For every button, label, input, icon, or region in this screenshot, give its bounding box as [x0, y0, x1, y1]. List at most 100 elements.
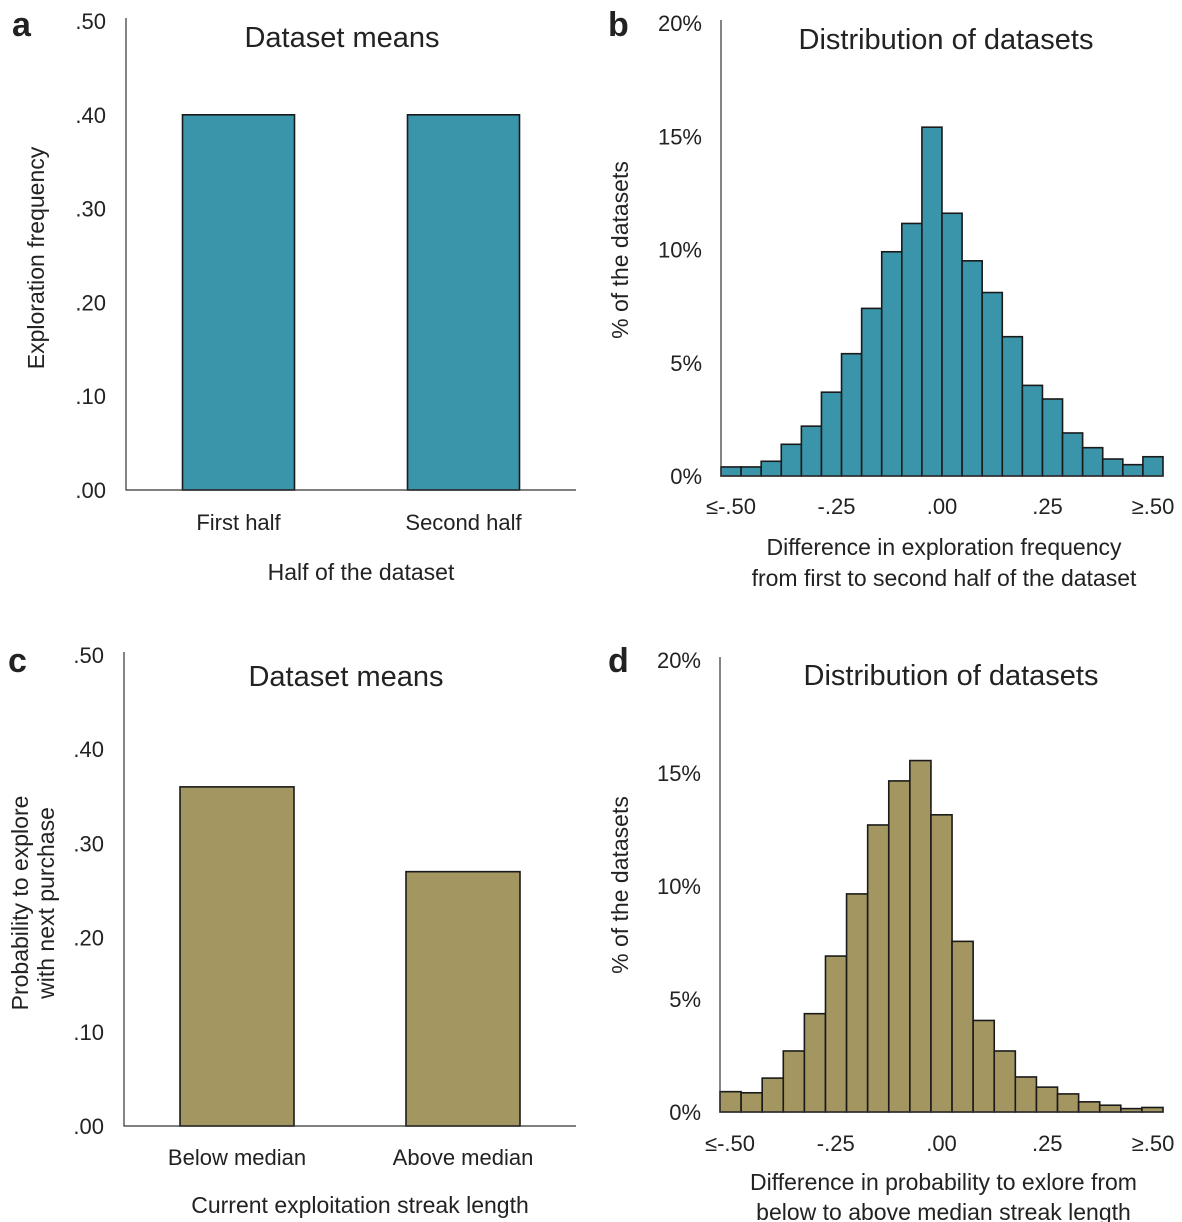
y-tick-label: 5% [670, 351, 702, 376]
chart-title: Dataset means [244, 22, 439, 54]
histogram-bar [972, 1019, 996, 1113]
y-tick-label: .30 [73, 831, 104, 856]
histogram-bar [1122, 463, 1144, 477]
histogram-bar [800, 425, 823, 477]
y-tick-label: 20% [657, 648, 701, 673]
x-axis-title: Difference in exploration frequency [766, 534, 1122, 560]
y-tick-label: .50 [73, 643, 104, 668]
histogram-bar [930, 814, 953, 1113]
panel-a: a Dataset means .00 .10 .20 .30 .40 .50 Explorat… [12, 6, 576, 585]
histogram-bar [909, 759, 932, 1113]
panel-c: c Dataset means .00 .10 .20 .30 .40 .50 Probabil… [7, 642, 576, 1218]
chart-title: Dataset means [248, 661, 443, 693]
x-axis-title: Half of the dataset [268, 559, 455, 585]
histogram-bar [824, 955, 848, 1113]
histogram-bar [803, 1012, 827, 1113]
y-axis-title-line: % of the datasets [607, 161, 633, 339]
y-axis-title-line: Exploration frequency [23, 146, 49, 369]
histogram-bar [719, 1090, 742, 1113]
histogram-bar [1056, 1093, 1080, 1113]
y-tick-label: .00 [73, 1114, 104, 1139]
histogram-bar [887, 780, 911, 1113]
y-tick-label: .20 [75, 290, 106, 315]
y-tick-label: .40 [73, 737, 104, 762]
y-tick-label: .00 [75, 478, 106, 503]
axes [719, 657, 1163, 1113]
histogram-bar [860, 307, 883, 477]
panel-letter: b [608, 6, 629, 44]
histogram-bar [780, 443, 803, 477]
x-tick-label: .00 [927, 494, 958, 519]
bar [405, 870, 521, 1127]
y-tick-label: 0% [669, 1100, 701, 1125]
histogram-bar [1081, 446, 1104, 477]
panel-b: b Distribution of datasets 0% 5% 10% 15% 20% % … [607, 6, 1174, 591]
x-axis-title: Difference in probability to exlore from [750, 1169, 1137, 1195]
histogram-bar [845, 893, 869, 1113]
histogram-bar [1035, 1086, 1059, 1113]
y-axis-title-line: % of the datasets [607, 796, 633, 974]
x-axis-title: Current exploitation streak length [191, 1192, 529, 1218]
y-tick-label: 0% [670, 464, 702, 489]
bar [181, 114, 296, 491]
panel-letter: d [608, 642, 629, 680]
histogram-bar [1014, 1076, 1038, 1113]
x-tick-label: ≤-.50 [705, 1131, 755, 1156]
y-axis-title: Probability to explorewith next purchase [7, 796, 59, 1011]
y-tick-label: 10% [657, 874, 701, 899]
histogram-bar [740, 466, 762, 477]
histogram-bar [1142, 455, 1164, 477]
histogram-bar [1041, 398, 1064, 477]
y-axis-title: % of the datasets [607, 796, 633, 974]
x-tick-label: -.25 [817, 1131, 855, 1156]
y-tick-label: .30 [75, 197, 106, 222]
histogram-bar [941, 212, 963, 477]
x-axis-title: below to above median streak length [756, 1199, 1131, 1222]
x-axis-title: from first to second half of the dataset [752, 565, 1137, 591]
y-tick-label: 20% [658, 11, 702, 36]
histogram-bar [1001, 335, 1024, 477]
histogram-bar [1098, 1104, 1122, 1113]
histogram-bar [951, 940, 974, 1113]
x-tick-label: .25 [1032, 1131, 1063, 1156]
histogram-bar [782, 1050, 806, 1113]
histogram-bar [760, 460, 783, 477]
panel-d: d Distribution of datasets 0% 5% 10% 15% 20% % … [607, 642, 1174, 1222]
histogram-bar [880, 250, 903, 477]
histogram-bar [1021, 384, 1044, 477]
y-tick-label: .10 [75, 384, 106, 409]
histogram-bar [993, 1050, 1017, 1113]
x-tick-label: .00 [926, 1131, 957, 1156]
axes [123, 652, 576, 1127]
histogram-bar [1141, 1106, 1164, 1113]
histogram-bar [740, 1091, 763, 1113]
x-tick-label: ≥.50 [1132, 1131, 1175, 1156]
x-tick-label: Above median [393, 1145, 534, 1170]
histogram-bar [1101, 458, 1124, 477]
x-tick-label: Below median [168, 1145, 306, 1170]
bar [406, 114, 521, 491]
x-tick-label: ≥.50 [1132, 494, 1175, 519]
histogram-bar [761, 1077, 785, 1113]
y-tick-label: 15% [657, 761, 701, 786]
x-tick-label: -.25 [818, 494, 856, 519]
panel-letter: a [12, 6, 32, 44]
histogram-bar [720, 466, 742, 477]
x-tick-label: First half [196, 510, 281, 535]
y-axis-title: Exploration frequency [23, 146, 49, 369]
axes [125, 18, 576, 491]
x-tick-label: Second half [405, 510, 522, 535]
y-tick-label: .50 [75, 9, 106, 34]
x-tick-label: ≤-.50 [706, 494, 756, 519]
y-axis-title-line: Probability to explore [7, 796, 33, 1011]
axes [720, 20, 1163, 477]
histogram-bar [840, 352, 863, 477]
histogram-bar [1061, 432, 1084, 477]
histogram-bar [921, 126, 943, 477]
y-axis-title-line: with next purchase [33, 807, 59, 1000]
histogram-bar [981, 291, 1004, 477]
y-tick-label: 15% [658, 124, 702, 149]
y-tick-label: 5% [669, 987, 701, 1012]
histogram-bar [1077, 1101, 1101, 1113]
